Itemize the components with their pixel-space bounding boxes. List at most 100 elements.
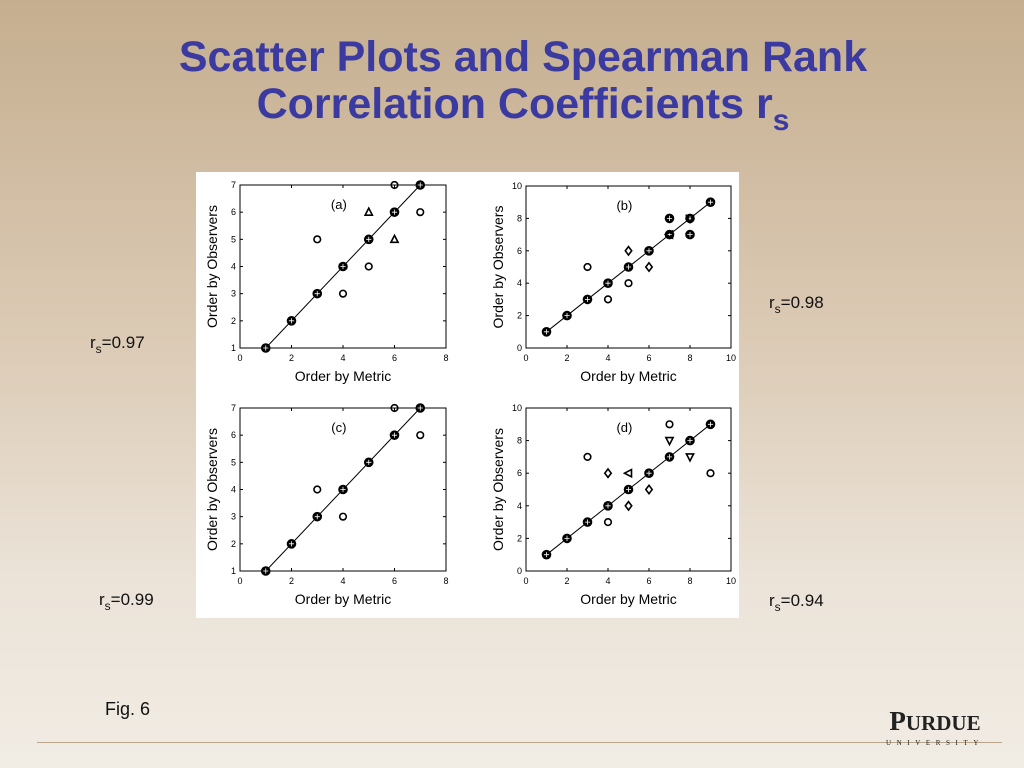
plot-c-point-star: [363, 457, 374, 468]
plot-b-point-star-cross: [625, 264, 632, 270]
plot-a-y-axis-label: Order by Observers: [204, 205, 220, 328]
plot-b-x-tick-label: 2: [564, 353, 569, 363]
plot-c-point-star-cross: [263, 568, 269, 574]
plot-a-point-star-cross: [417, 182, 423, 188]
plot-c-y-tick-label: 1: [231, 566, 236, 576]
plot-c-y-tick-label: 3: [231, 512, 236, 522]
purdue-logo-initial: P: [889, 706, 906, 736]
plot-c-point-star: [260, 566, 271, 576]
plot-d-x-tick-label: 6: [646, 576, 651, 586]
plot-a-point-star: [286, 316, 297, 326]
plot-b-point-star-cross: [543, 329, 550, 335]
rs-label-b: rs=0.98: [769, 293, 824, 316]
plot-a-point-star-cross: [366, 236, 372, 242]
plot-d-point-diamond: [644, 483, 654, 496]
plot-a-y-tick-label: 2: [231, 316, 236, 326]
rs-label-d-r: r: [769, 591, 775, 610]
plot-d-point-diamond: [624, 500, 633, 512]
plot-a-x-tick-label: 2: [289, 353, 294, 363]
plot-b-point-circle: [603, 295, 613, 304]
purdue-logo-university: UNIVERSITY: [886, 739, 984, 747]
plot-b-point-diamond: [624, 245, 633, 257]
plot-b-point-star: [664, 213, 675, 224]
figure-panel: 0 2 4 6 8 1 2 3 4 5 6 7 Order by Metric Order by Obse…: [196, 172, 739, 618]
plot-a-panel-label: (a): [331, 197, 347, 212]
plot-d-y-tick-label: 4: [517, 501, 522, 511]
figure-caption: Fig. 6: [105, 699, 151, 719]
plot-d-point-star: [541, 549, 552, 560]
plot-d-point-star: [644, 468, 654, 479]
plot-b-y-tick-label: 0: [517, 343, 522, 353]
plot-d-point-star: [685, 435, 695, 446]
plot-a-point-star-cross: [391, 209, 398, 215]
plot-c-point-star: [415, 403, 426, 413]
plot-a-point-circle: [390, 180, 399, 190]
rs-label-b-value: =0.98: [780, 293, 824, 312]
plot-a-point-star-cross: [288, 318, 295, 324]
plot-d-point-star: [664, 452, 675, 462]
plot-d-point-star-cross: [625, 486, 632, 493]
plot-c-x-axis-label: Order by Metric: [295, 591, 391, 607]
plot-d-point-star-cross: [543, 552, 550, 558]
plot-b-y-tick-label: 10: [512, 181, 522, 191]
scatter-plots-figure: 0 2 4 6 8 1 2 3 4 5 6 7 Order by Metric Order by Obse…: [204, 180, 736, 607]
plot-a-point-triangle-up: [389, 233, 400, 244]
plot-b-y-tick-label: 8: [517, 213, 522, 223]
plot-d-x-tick-label: 10: [726, 576, 736, 586]
plot-d-point-star-cross: [564, 535, 570, 541]
plot-a-x-tick-label: 6: [392, 353, 397, 363]
plot-d-point-star-cross: [584, 519, 591, 525]
plot-d-point-circle: [603, 518, 613, 527]
plot-c-point-star: [286, 539, 297, 549]
plot-d-x-tick-label: 4: [605, 576, 610, 586]
plot-c-y-tick-label: 5: [231, 457, 236, 467]
plot-d-y-tick-label: 10: [512, 403, 522, 413]
plot-b-panel-label: (b): [616, 198, 632, 213]
rs-label-c-value: =0.99: [110, 590, 154, 609]
plot-d-x-tick-label: 8: [687, 576, 692, 586]
plot-b-point-star: [562, 310, 572, 321]
plot-c-point-star-cross: [366, 459, 372, 465]
plot-b-x-axis-label: Order by Metric: [580, 368, 676, 384]
plot-b-point-star: [603, 278, 613, 288]
plot-b-point-triangle-left: [663, 229, 674, 240]
plot-b-y-tick-label: 2: [517, 311, 522, 321]
plot-c-point-star: [389, 430, 400, 440]
plot-b-point-triangle-down: [685, 214, 695, 225]
rs-label-c-sub: s: [104, 599, 111, 613]
plot-c-point-star: [312, 511, 323, 522]
slide-title-line2: Correlation Coefficients rs: [0, 81, 1024, 138]
plot-b-point-star-cross: [707, 199, 714, 205]
plot-c: 0 2 4 6 8 1 2 3 4 5 6 7 Order by Metric Order by Obse…: [204, 403, 449, 607]
plot-d-point-star-cross: [646, 470, 652, 476]
purdue-logo: PURDUE UNIVERSITY: [865, 707, 1005, 747]
plot-a-point-star: [389, 207, 400, 217]
plot-a-x-tick-label: 8: [443, 353, 448, 363]
plot-b-point-star-cross: [666, 215, 673, 221]
rs-label-d-value: =0.94: [780, 591, 824, 610]
plot-b-point-star-cross: [687, 232, 693, 238]
slide-title-subscript: s: [772, 104, 790, 137]
plot-b-point-star: [685, 229, 695, 240]
plot-d-point-star-cross: [707, 421, 714, 427]
plot-c-point-star-cross: [314, 514, 320, 520]
plot-b-x-tick-label: 6: [646, 353, 651, 363]
plot-c-y-tick-label: 6: [231, 430, 236, 440]
plot-d-point-star-cross: [666, 454, 673, 460]
plot-d-point-star: [623, 484, 634, 495]
plot-d-frame: [525, 407, 732, 572]
purdue-logo-rest: URDUE: [905, 711, 981, 735]
plot-b-x-tick-label: 10: [726, 353, 736, 363]
plot-d-point-star-cross: [687, 438, 693, 444]
plot-d-y-tick-label: 2: [517, 533, 522, 543]
rs-label-a-value: =0.97: [101, 333, 145, 352]
plot-d-point-circle: [665, 420, 674, 429]
plot-a-y-tick-label: 5: [231, 234, 236, 244]
plot-b-point-diamond: [644, 261, 654, 273]
rs-label-a-sub: s: [95, 342, 102, 356]
rs-label-c: rs=0.99: [99, 590, 154, 613]
plot-d-point-diamond: [603, 467, 613, 479]
plot-a-point-circle: [313, 235, 322, 244]
plot-d-x-tick-label: 2: [564, 576, 569, 586]
plot-d-x-axis-label: Order by Metric: [580, 591, 676, 607]
